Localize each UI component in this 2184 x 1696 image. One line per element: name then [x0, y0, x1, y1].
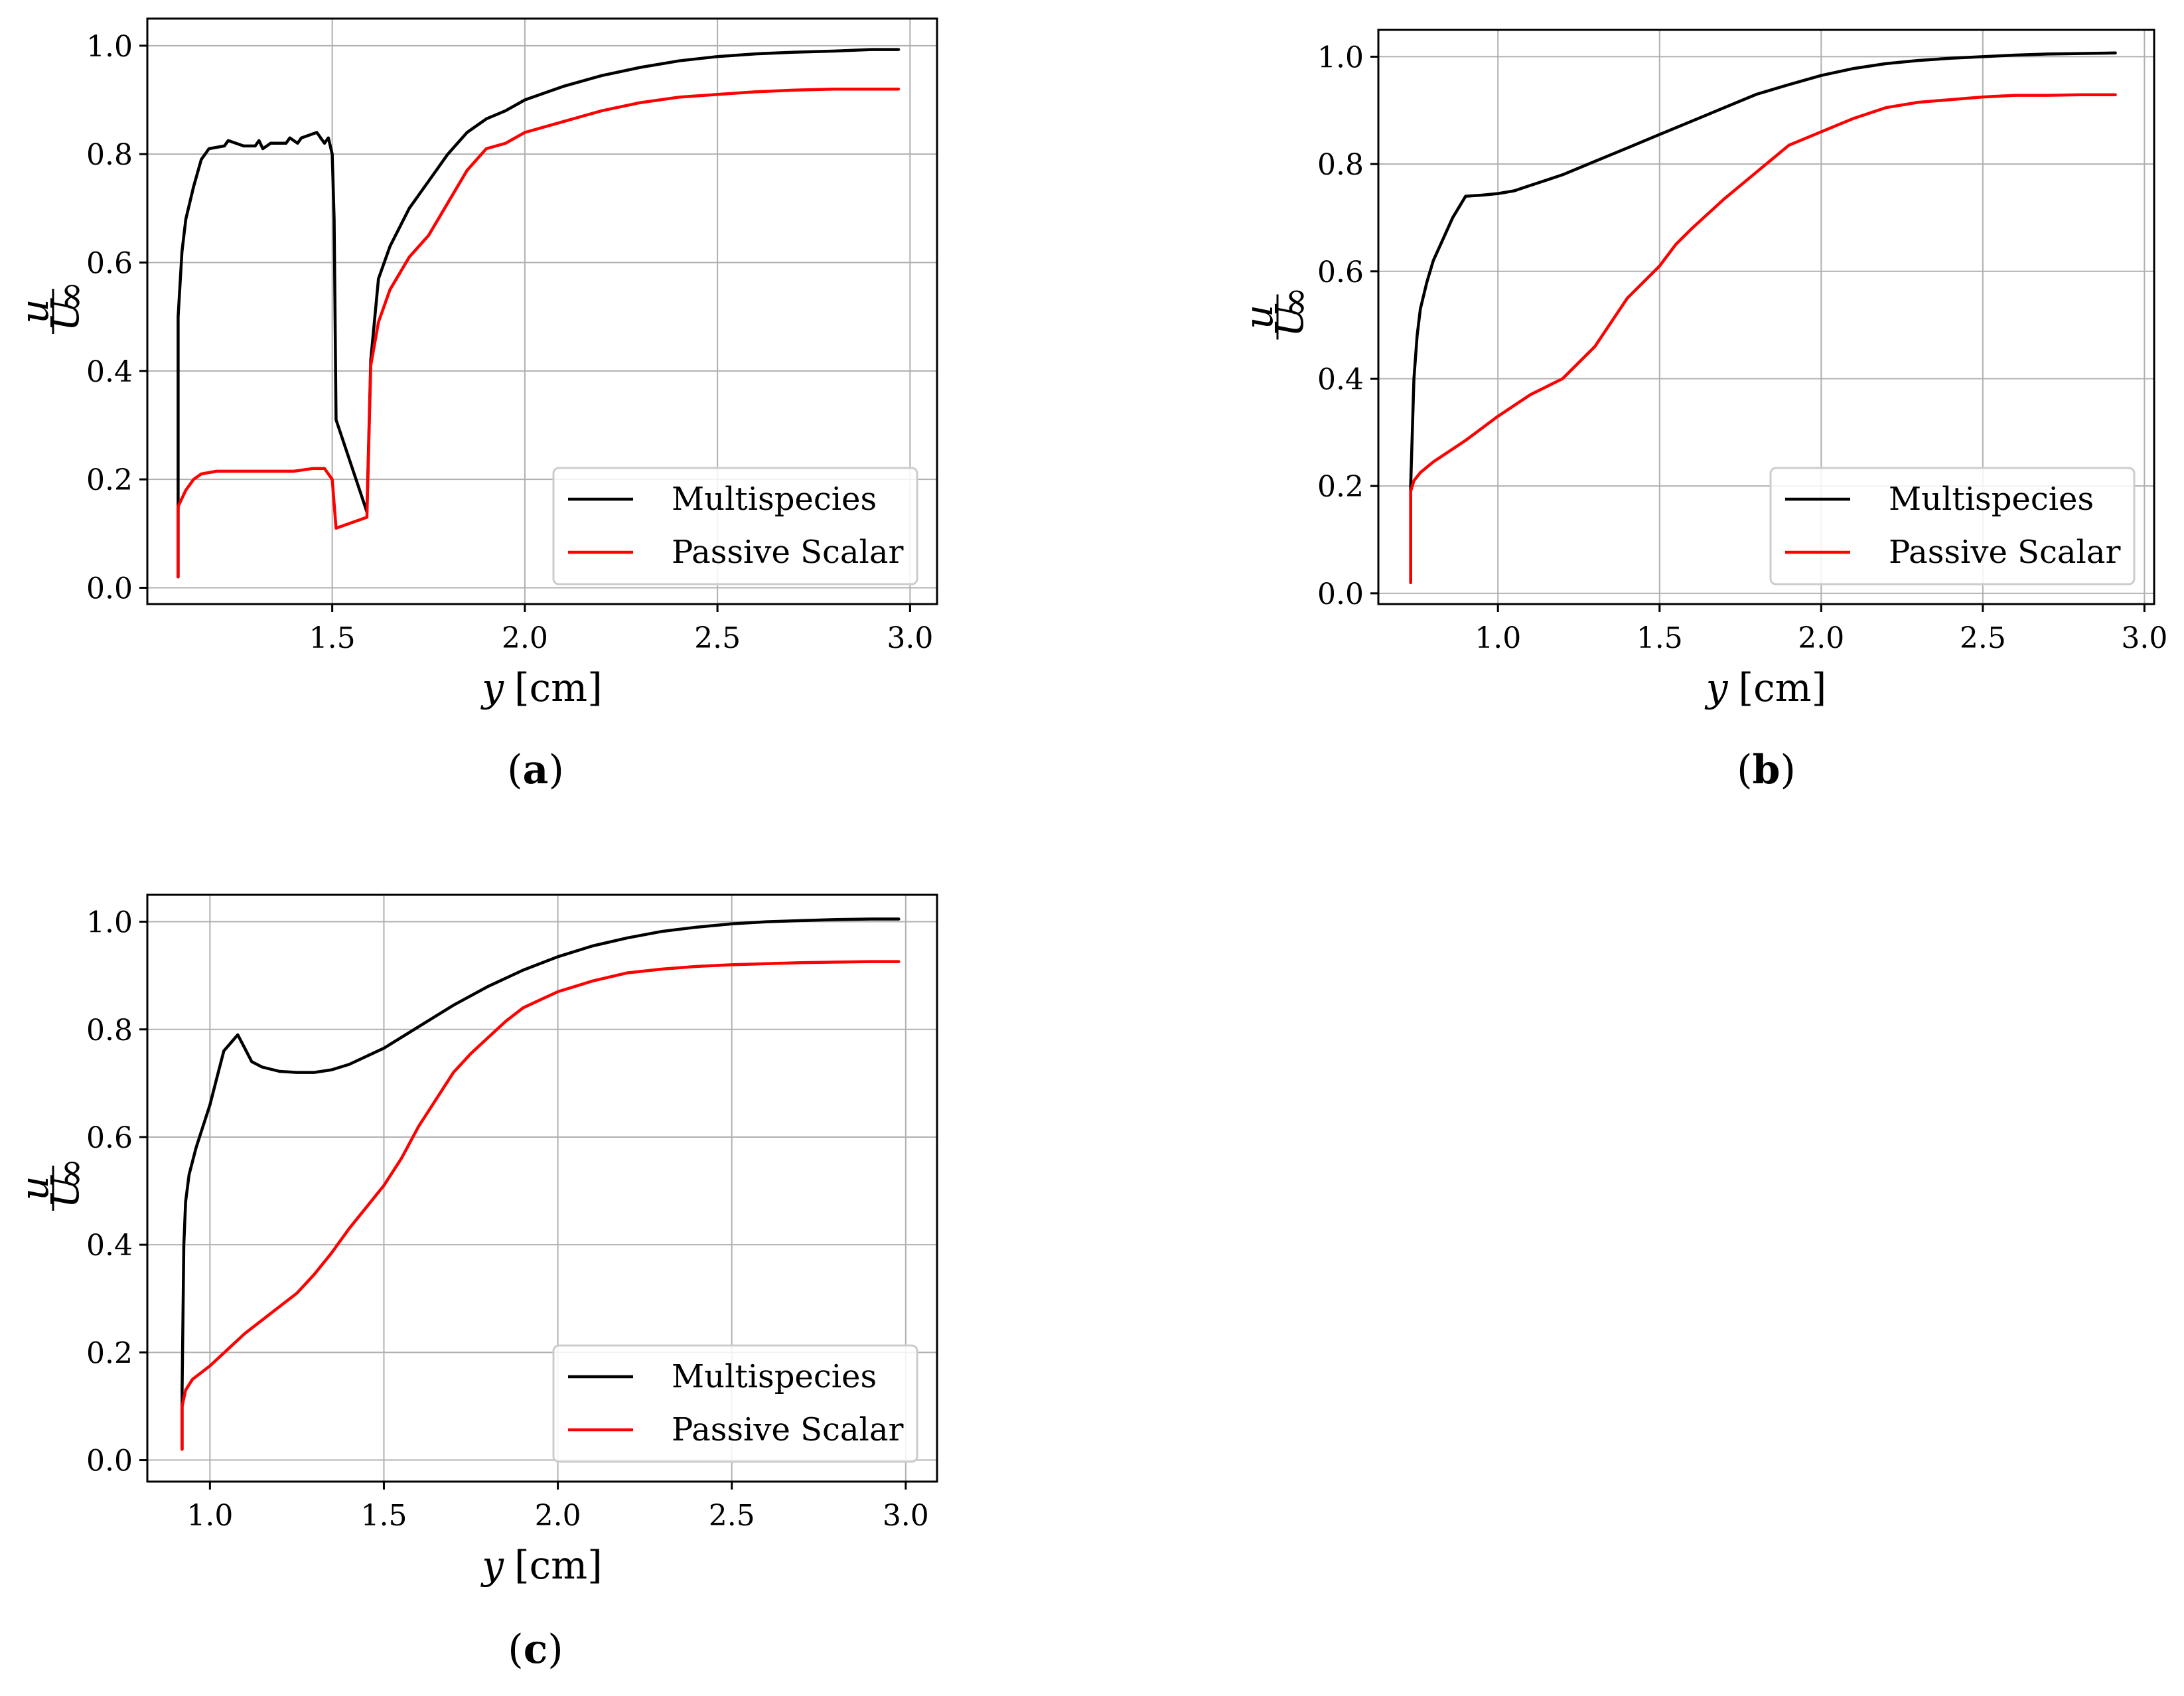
- legend: Multispecies Passive Scalar: [552, 467, 918, 585]
- legend-box: [552, 467, 918, 585]
- x-axis-unit: [cm]: [514, 1543, 603, 1588]
- y-label-denominator: U: [42, 1174, 88, 1208]
- panel-caption: (a): [507, 747, 564, 793]
- y-axis-label: uU∞: [12, 1158, 93, 1211]
- y-tick-label: 1.0: [86, 30, 133, 64]
- caption-letter: c: [524, 1626, 548, 1673]
- y-label-subscript: ∞: [48, 281, 93, 313]
- y-tick-label: 1.0: [86, 906, 133, 940]
- y-tick-label: 0.2: [86, 463, 133, 497]
- x-tick-label: 2.0: [1798, 621, 1844, 655]
- y-tick-label: 0.0: [86, 1444, 133, 1478]
- y-tick-label: 0.8: [1317, 148, 1364, 182]
- y-tick-label: 0.8: [86, 1014, 133, 1047]
- y-tick-label: 0.4: [1317, 362, 1364, 396]
- x-tick-label: 1.5: [360, 1499, 407, 1533]
- caption-open-paren: (: [507, 747, 522, 793]
- x-tick-label: 2.5: [1960, 621, 2006, 655]
- x-axis-unit: [cm]: [1739, 665, 1827, 710]
- caption-letter: b: [1753, 747, 1781, 793]
- series-line-multispecies: [177, 48, 901, 579]
- legend-label: Multispecies: [672, 1358, 877, 1395]
- legend-box: [1769, 467, 2136, 585]
- y-axis-label: uU∞: [1236, 286, 1317, 340]
- x-tick-label: 3.0: [883, 1499, 929, 1533]
- panel-caption: (c): [508, 1626, 563, 1673]
- y-tick-label: 1.0: [1317, 40, 1364, 74]
- y-tick-label: 0.6: [1317, 256, 1364, 289]
- panel-c: 1.0 1.5 2.0 2.5 3.0 0.0 0.2 0.4 0.6 0.8 1.0 y [cm] uU…: [12, 893, 938, 1673]
- x-tick-label: 1.5: [1637, 621, 1683, 655]
- y-tick-label: 0.6: [86, 1121, 133, 1155]
- x-tick-label: 1.0: [186, 1499, 233, 1533]
- caption-open-paren: (: [508, 1626, 523, 1673]
- series-line-passive-scalar: [1409, 93, 2117, 584]
- y-label-numerator: u: [12, 1176, 57, 1200]
- y-tick-label: 0.4: [86, 1229, 133, 1263]
- caption-open-paren: (: [1737, 747, 1752, 793]
- x-tick-label: 2.5: [694, 621, 741, 655]
- legend-label: Passive Scalar: [672, 534, 904, 571]
- legend-label: Multispecies: [672, 481, 877, 518]
- plot-frame: [146, 893, 938, 1483]
- plot-frame: [146, 17, 938, 605]
- caption-close-paren: ): [1780, 747, 1795, 793]
- y-label-numerator: u: [1236, 305, 1281, 329]
- caption-letter: a: [523, 747, 549, 793]
- y-label-subscript: ∞: [1272, 286, 1317, 318]
- panel-a: 1.5 2.0 2.5 3.0 0.0 0.2 0.4 0.6 0.8 1.0 y [cm] uU∞ Mu…: [12, 17, 938, 793]
- y-tick-label: 0.4: [86, 355, 133, 389]
- legend-label: Passive Scalar: [672, 1411, 904, 1448]
- x-tick-label: 3.0: [2121, 621, 2167, 655]
- y-label-denominator: U: [1267, 303, 1312, 337]
- caption-close-paren: ): [548, 747, 563, 793]
- legend: Multispecies Passive Scalar: [1769, 467, 2136, 585]
- y-tick-label: 0.2: [86, 1336, 133, 1370]
- x-tick-label: 1.0: [1475, 621, 1521, 655]
- y-label-subscript: ∞: [48, 1158, 93, 1190]
- legend-label: Passive Scalar: [1889, 534, 2121, 571]
- y-tick-label: 0.0: [1317, 578, 1364, 611]
- legend-label: Multispecies: [1889, 481, 2094, 518]
- y-axis-label: uU∞: [12, 281, 93, 334]
- series-line-passive-scalar: [181, 960, 901, 1451]
- x-tick-label: 3.0: [887, 621, 933, 655]
- panel-caption: (b): [1737, 747, 1796, 793]
- x-axis-unit: [cm]: [514, 665, 603, 710]
- x-axis-label: y [cm]: [480, 1543, 603, 1588]
- x-axis-label: y [cm]: [1704, 665, 1827, 710]
- y-tick-label: 0.8: [86, 138, 133, 172]
- y-label-numerator: u: [12, 299, 57, 323]
- x-axis-variable: y: [1704, 665, 1729, 710]
- legend: Multispecies Passive Scalar: [552, 1344, 918, 1463]
- y-tick-label: 0.6: [86, 247, 133, 281]
- panel-b: 1.0 1.5 2.0 2.5 3.0 0.0 0.2 0.4 0.6 0.8 1.0 y [cm] uU…: [1236, 29, 2167, 793]
- y-label-denominator: U: [42, 297, 88, 331]
- caption-close-paren: ): [547, 1626, 563, 1673]
- series-line-multispecies: [181, 917, 901, 1451]
- y-tick-label: 0.2: [1317, 470, 1364, 504]
- plot-frame: [1377, 29, 2155, 605]
- x-tick-label: 2.0: [502, 621, 548, 655]
- x-axis-label: y [cm]: [480, 665, 603, 710]
- series-line-multispecies: [1409, 51, 2117, 584]
- legend-box: [552, 1344, 918, 1463]
- x-tick-label: 2.5: [709, 1499, 755, 1533]
- x-axis-variable: y: [480, 1543, 504, 1588]
- y-tick-label: 0.0: [86, 572, 133, 606]
- x-axis-variable: y: [480, 665, 504, 710]
- x-tick-label: 2.0: [535, 1499, 581, 1533]
- series-line-passive-scalar: [177, 87, 901, 579]
- x-tick-label: 1.5: [309, 621, 356, 655]
